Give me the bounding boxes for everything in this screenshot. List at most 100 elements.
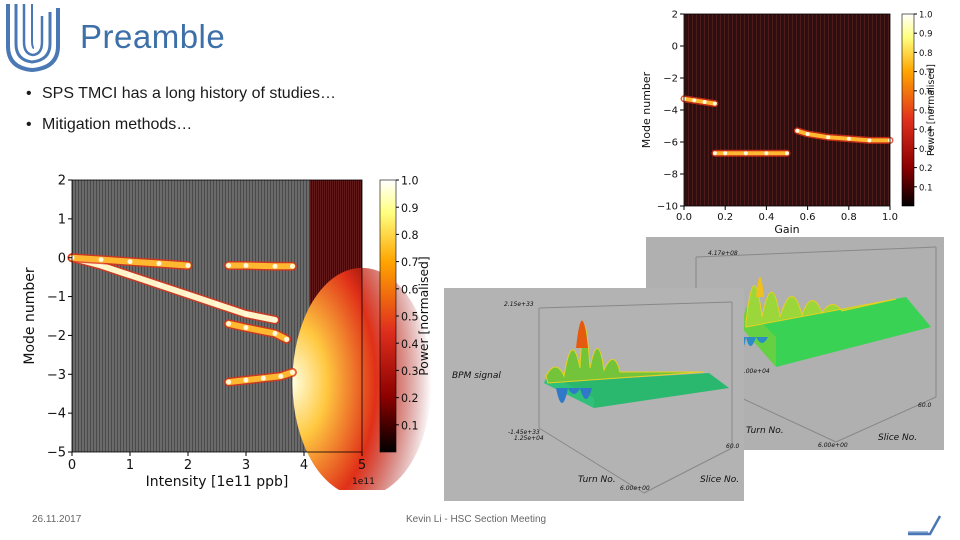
mode-point [260,375,266,381]
mode-point [127,259,133,265]
bullet-item: • Mitigation methods… [26,116,193,133]
mode-point [272,317,278,323]
mode-point [214,301,220,307]
y-axis-label: Mode number [640,71,653,148]
university-logo-icon [6,4,60,73]
colorbar-label: Power [normalised] [417,256,431,375]
colorbar-tick-label: 0.5 [401,311,419,324]
y-tick-label: −4 [47,407,66,422]
x-offset-label: 1e11 [352,477,375,487]
x-axis-label: Intensity [1e11 ppb] [146,474,289,490]
y-tick-label: −2 [47,329,66,344]
x-tick-label: 0.2 [717,212,733,223]
bullet-list: • SPS TMCI has a long history of studies…… [26,84,336,146]
plot-background [684,14,890,206]
mode-point [272,263,278,269]
mode-line [69,254,278,323]
colorbar-tick-label: 1.0 [401,175,419,188]
x-tick-label: 0.0 [676,212,692,223]
mode-point [723,151,728,156]
y-axis-label: Mode number [22,267,38,364]
y-tick-label: 0 [672,42,678,53]
colorbar-tick-label: 0.3 [919,145,933,155]
mode-point [226,262,232,268]
colorbar-tick-label: 0.6 [919,87,933,97]
mode-point [156,261,162,267]
mode-point [712,101,717,106]
surface1-zaxis: BPM signal [452,371,501,381]
mode-point [702,100,707,104]
y-tick-label: −1 [47,290,66,305]
x-tick-label: 4 [300,458,308,473]
mode-point [185,262,191,268]
mode-point [795,128,800,133]
x-tick-label: 3 [242,458,250,473]
intensity-mode-heatmap: 0 1 2 3 4 5 2 1 0 −1 −2 −3 −4 −5 Intensity [1e11 ppb] M… [22,174,432,490]
colorbar [379,179,397,453]
surface2-top-value: 4.17e+08 [708,250,738,257]
y-tick-label: −3 [47,368,66,383]
surface1-corner-2: 60.0 [726,443,740,450]
corner-arrow-icon [908,515,942,536]
y-tick-label: 2 [672,10,678,21]
colorbar-tick-label: 0.4 [401,338,419,351]
x-tick-label: 1 [126,458,134,473]
mode-point [743,151,748,156]
x-tick-label: 5 [358,458,366,473]
mode-point [846,136,851,141]
y-tick-label: −4 [663,106,678,117]
surface1-yaxis: Slice No. [700,475,739,485]
mode-point [98,257,104,263]
surface2-corner-0: 4.00e+04 [740,368,770,375]
mode-line [225,320,290,343]
colorbar-label: Power [normalised] [926,64,937,156]
surface-plot-back-graphic: 4.17e+08 Turn No. Slice No. 6.00e+00 60.… [695,246,937,449]
bullet-text: SPS TMCI has a long history of studies… [42,85,337,102]
mode-point [243,377,249,383]
mode-point [289,369,295,375]
colorbar-tick-label: 0.9 [919,30,933,40]
colorbar-tick-label: 0.1 [401,419,419,432]
y-tick-label: −8 [663,170,678,181]
colorbar-tick-label: 0.3 [401,365,419,378]
colorbar-tick-label: 0.9 [401,202,419,215]
colorbar-tick-label: 0.1 [919,183,933,193]
y-tick-label: −2 [663,74,678,85]
colorbar-tick-label: 0.4 [919,126,933,136]
mode-point [284,336,290,342]
surface2-corner-1: 6.00e+00 [818,442,848,449]
plot-frame [71,179,363,453]
mode-point [278,373,284,379]
colorbar-tick-label: 0.2 [919,164,933,174]
mode-point [272,330,278,336]
mode-point [226,379,232,385]
slide-title: Preamble [80,18,226,55]
surface1-corner-0: 1.25e+04 [514,435,544,442]
colorbar-tick-label: 0.8 [919,49,933,59]
surface2-xaxis: Turn No. [746,426,784,436]
y-tick-label: 0 [58,251,66,266]
surface2-yaxis: Slice No. [878,433,917,443]
surface-plot-front-graphic: 2.15e+33 BPM signal -1.45e+33 1.25e+04 T… [452,301,740,494]
mode-point [692,98,697,103]
mode-point [764,151,769,156]
bullet-text: Mitigation methods… [42,116,193,133]
colorbar-tick-label: 1.0 [919,11,933,21]
y-tick-label: 2 [58,174,66,189]
colorbar-tick-label: 0.7 [919,68,933,78]
surface1-xaxis: Turn No. [578,475,616,485]
surface1-corner-1: 6.00e+00 [620,485,650,492]
mode-point [712,151,717,156]
surface-plot-front: 2.15e+33 BPM signal -1.45e+33 1.25e+04 T… [444,288,744,501]
surface1-top-value: 2.15e+33 [504,301,534,308]
x-tick-label: 0.6 [800,212,816,223]
colorbar-tick-label: 0.5 [919,107,933,117]
mode-point [826,135,831,140]
x-tick-label: 0 [68,458,76,473]
mode-point [226,321,232,327]
colorbar [901,13,915,207]
x-axis-label: Gain [774,223,799,236]
colorbar-tick-label: 0.2 [401,392,419,405]
mode-point [156,282,162,288]
mode-line [225,262,296,270]
